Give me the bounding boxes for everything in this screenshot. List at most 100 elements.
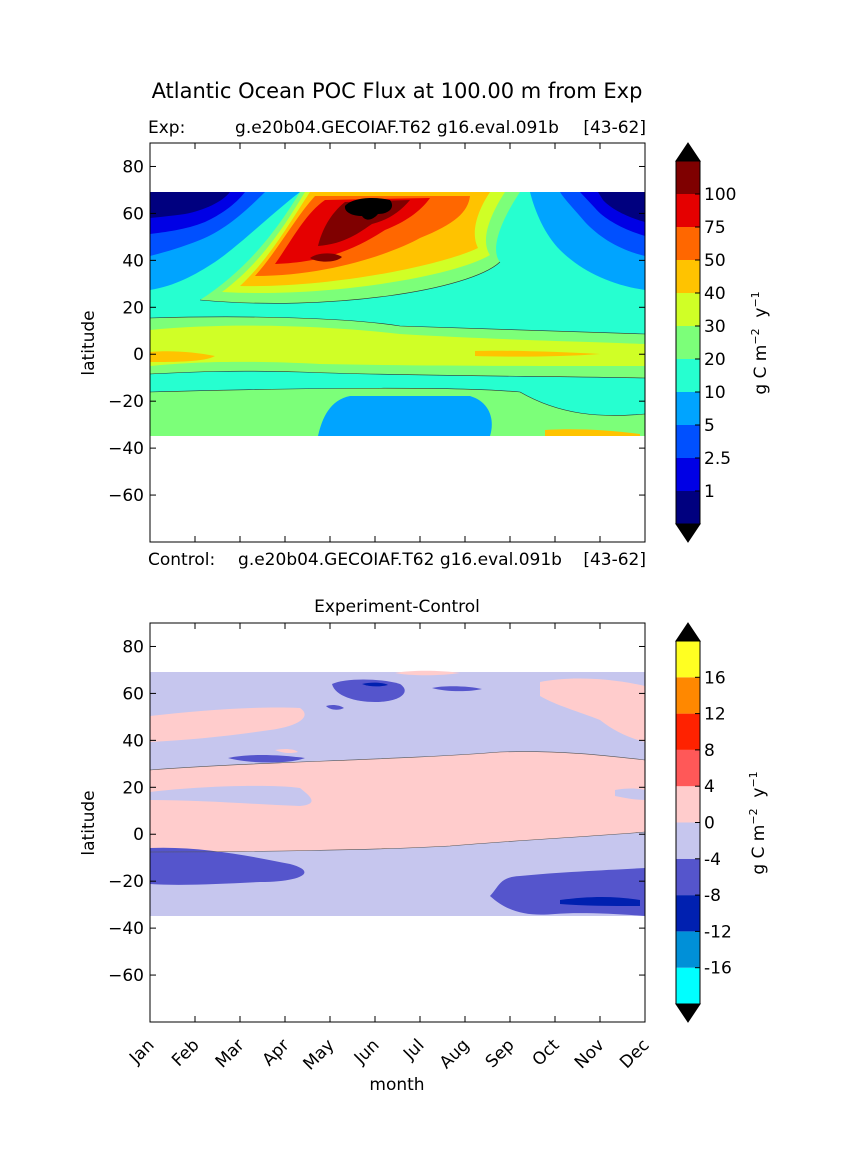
panel1-ytick-label: 60	[122, 204, 144, 224]
panel2-xtick-label: Oct	[529, 1035, 564, 1070]
panel2-ytick-label: −60	[108, 966, 144, 986]
panel1-colorbar-segment	[676, 491, 700, 524]
panel2-colorbar-segment	[676, 822, 700, 859]
panel2-ytick-label: 40	[122, 731, 144, 751]
panel2-xtick-label: Jan	[125, 1035, 158, 1068]
panel2-region-pink-feb	[275, 748, 298, 754]
panel2-contour-2	[150, 831, 645, 853]
panel2-contour-1	[150, 751, 645, 771]
colorbar2-label-sup1: −2	[747, 808, 760, 824]
panel1-left-title: Exp:	[148, 118, 185, 138]
colorbar2-label-sup2: −1	[747, 771, 760, 787]
panel2-ytick-label: 0	[133, 825, 144, 845]
panel2-xtick-label: Dec	[616, 1035, 653, 1072]
panel2-region-blue-south-west	[150, 847, 305, 885]
panel1-ytick-label: −40	[108, 439, 144, 459]
panel2-title: Experiment-Control	[314, 597, 480, 617]
colorbar2-label: g C m−2 y−1	[747, 771, 769, 874]
panel2-region-blue-may	[326, 704, 344, 710]
panel2-y-axis: 80 60 40 20 0 −20 −40 −60	[108, 637, 645, 986]
panel2-colorbar-segment	[676, 677, 700, 714]
panel2-colorbar-tick-label: -12	[704, 922, 732, 942]
colorbar1-label: g C m−2 y−1	[749, 291, 771, 394]
panel2-ytick-label: −20	[108, 872, 144, 892]
panel1-frame	[149, 142, 646, 543]
panel1-colorbar-segment	[676, 260, 700, 293]
panel2-colorbar-segment	[676, 895, 700, 932]
panel2-center-title: g.e20b04.GECOIAF.T62 g16.eval.091b	[238, 550, 562, 570]
panel1-colorbar-tick-label: 10	[704, 383, 726, 403]
panel2-left-title: Control:	[148, 550, 215, 570]
panel1-colorbar-segment	[676, 227, 700, 260]
panel1-colorbar-segment	[676, 458, 700, 491]
panel2-xtick-label: Aug	[436, 1035, 474, 1073]
panel2-region-blue-aug	[432, 686, 482, 692]
panel1-colorbar-segment	[676, 359, 700, 392]
panel1-region-orange-eq	[150, 351, 215, 362]
panel2-region-pink-east	[540, 678, 645, 742]
panel2-colorbar-segment	[676, 749, 700, 787]
panel1-right-title: [43-62]	[583, 118, 646, 138]
panel2-colorbar-under-triangle	[675, 1003, 701, 1023]
panel1-ytick-label: 40	[122, 251, 144, 271]
panel1-colorbar-over-triangle	[675, 142, 701, 162]
panel2-xtick-label: May	[300, 1035, 339, 1074]
panel1-colorbar-tick-label: 50	[704, 251, 726, 271]
panel2-ytick-label: −40	[108, 919, 144, 939]
panel1-region-orange-south	[545, 429, 640, 436]
panel1-y-axis: 80 60 40 20 0 −20 −40 −60	[108, 143, 646, 542]
panel1-colorbar-tick-label: 100	[704, 185, 736, 205]
panel2-region-blue-mar	[228, 755, 305, 763]
panel2-colorbar-tick-label: -8	[704, 886, 721, 906]
panel2-region-pink-main	[150, 751, 645, 852]
colorbar1-label-main: g C m	[751, 345, 771, 395]
panel2-right-title: [43-62]	[583, 550, 646, 570]
panel2-colorbar-tick-label: -4	[704, 850, 721, 870]
panel1-ytick-label: 0	[133, 345, 144, 365]
colorbar1: 1 2.5 5 10 20 30 40 50 75 100	[675, 142, 736, 543]
panel1-colorbar-frame	[675, 160, 701, 525]
panel1-ytick-label: 20	[122, 298, 144, 318]
panel1-colorbar-under-triangle	[675, 523, 701, 543]
panel1-region-navy-east	[598, 192, 645, 222]
panel1-region-navy-west	[150, 192, 230, 218]
panel2-colorbar-tick-label: 12	[704, 705, 726, 725]
panel1-contour-1	[150, 316, 645, 335]
panel2-ytick-label: 60	[122, 684, 144, 704]
panel2-colorbar-tick-label: 8	[704, 741, 715, 761]
panel2-region-lavender-strip	[150, 785, 312, 806]
panel1-colorbar-segment	[676, 425, 700, 458]
panel2-ylabel: latitude	[79, 790, 99, 855]
panel2-xtick-label: Mar	[212, 1035, 249, 1072]
panel2-region-pink-top	[395, 670, 460, 676]
panel2-colorbar-tick-label: 4	[704, 777, 715, 797]
panel2-xtick-label: Nov	[571, 1035, 609, 1073]
panel1-contour-2	[150, 370, 645, 379]
panel2-xtick-label: Feb	[168, 1035, 203, 1070]
panel1-colorbar-segment	[676, 161, 700, 194]
colorbar1-label-sup1: −2	[749, 328, 762, 344]
panel1-ytick-label: −60	[108, 486, 144, 506]
panel1-ytick-label: −20	[108, 392, 144, 412]
panel2-colorbar-segment	[676, 931, 700, 968]
panel2-colorbar-segment	[676, 713, 700, 750]
panel1-colorbar-tick-label: 1	[704, 482, 715, 502]
panel1-region-lightblue-south	[318, 396, 492, 436]
panel1-center-title: g.e20b04.GECOIAF.T62 g16.eval.091b	[235, 118, 559, 138]
panel2-colorbar-segment	[676, 967, 700, 1004]
colorbar1-label-sup2: −1	[749, 291, 762, 307]
panel1-colorbar-tick-label: 75	[704, 218, 726, 238]
panel2-colorbar-over-triangle	[675, 622, 701, 642]
panel1-contour-4	[199, 261, 501, 304]
panel1-colorbar-tick-label: 20	[704, 350, 726, 370]
panel1-region-darkred-blob	[310, 253, 342, 262]
panel2-ytick-label: 20	[122, 778, 144, 798]
panel2-ytick-label: 80	[122, 637, 144, 657]
panel2-xtick-label: Jul	[399, 1035, 428, 1064]
panel1-colorbar-segment	[676, 326, 700, 359]
colorbar2: -16 -12 -8 -4 0 4 8 12 16	[675, 622, 732, 1023]
panel2-field	[150, 670, 645, 916]
panel1-field	[150, 192, 645, 436]
panel1-colorbar-tick-label: 30	[704, 317, 726, 337]
panel1-ylabel: latitude	[79, 310, 99, 375]
